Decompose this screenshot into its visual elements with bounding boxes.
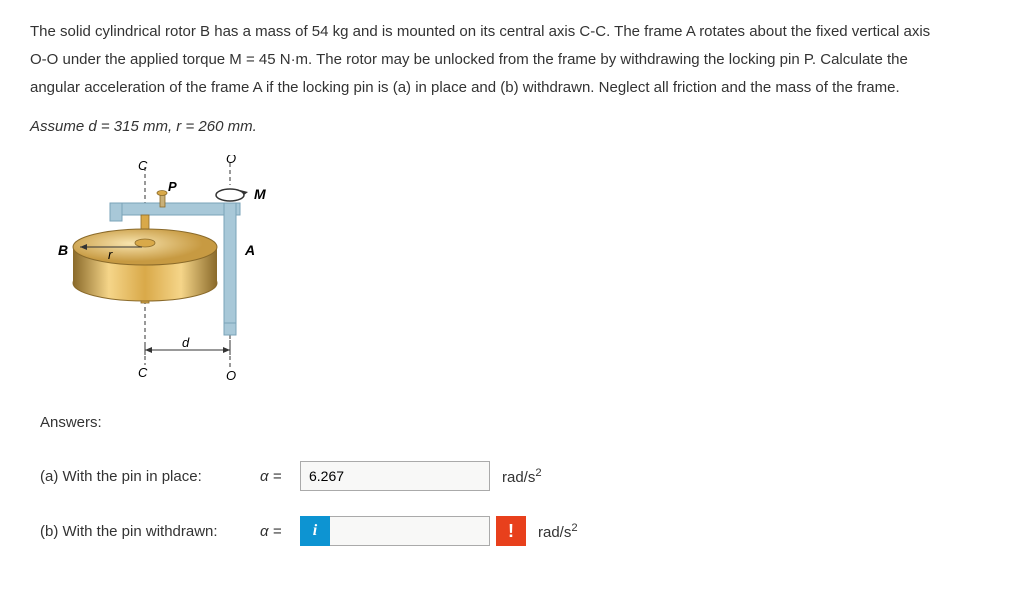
label-C-top: C — [138, 158, 148, 173]
answer-b-input-wrap: i — [300, 516, 490, 546]
problem-statement: The solid cylindrical rotor B has a mass… — [30, 20, 994, 100]
label-d: d — [182, 335, 190, 350]
problem-figure: O O C C M A P — [40, 155, 994, 389]
answer-a-alpha: α = — [260, 468, 300, 485]
unit-a-sup: 2 — [535, 467, 541, 479]
answer-row-a: (a) With the pin in place: α = rad/s2 — [40, 461, 994, 491]
label-M: M — [254, 186, 266, 202]
answer-row-b: (b) With the pin withdrawn: α = i ! rad/… — [40, 516, 994, 546]
unit-a-prefix: rad/s — [502, 469, 535, 486]
label-P: P — [168, 179, 177, 194]
problem-line-3: angular acceleration of the frame A if t… — [30, 76, 994, 100]
answer-a-label: (a) With the pin in place: — [40, 468, 260, 485]
label-B: B — [58, 242, 68, 258]
assume-value: Assume d = 315 mm, r = 260 mm. — [30, 118, 257, 135]
problem-line-2: O-O under the applied torque M = 45 N·m.… — [30, 48, 994, 72]
answer-a-unit: rad/s2 — [502, 467, 542, 486]
label-r: r — [108, 247, 113, 262]
label-O-bot: O — [226, 368, 236, 383]
unit-b-prefix: rad/s — [538, 524, 571, 541]
answer-a-input-wrap — [300, 461, 490, 491]
info-icon[interactable]: i — [300, 516, 330, 546]
assume-text: Assume d = 315 mm, r = 260 mm. — [30, 118, 994, 135]
label-C-bot: C — [138, 365, 148, 380]
answer-b-alpha: α = — [260, 523, 300, 540]
answer-a-input[interactable] — [300, 461, 490, 491]
answer-b-unit: rad/s2 — [538, 522, 578, 541]
answer-b-label: (b) With the pin withdrawn: — [40, 523, 260, 540]
problem-line-1: The solid cylindrical rotor B has a mass… — [30, 20, 994, 44]
warning-icon: ! — [496, 516, 526, 546]
unit-b-sup: 2 — [571, 522, 577, 534]
answers-heading: Answers: — [40, 414, 994, 431]
label-O-top: O — [226, 155, 236, 166]
label-A: A — [244, 242, 255, 258]
